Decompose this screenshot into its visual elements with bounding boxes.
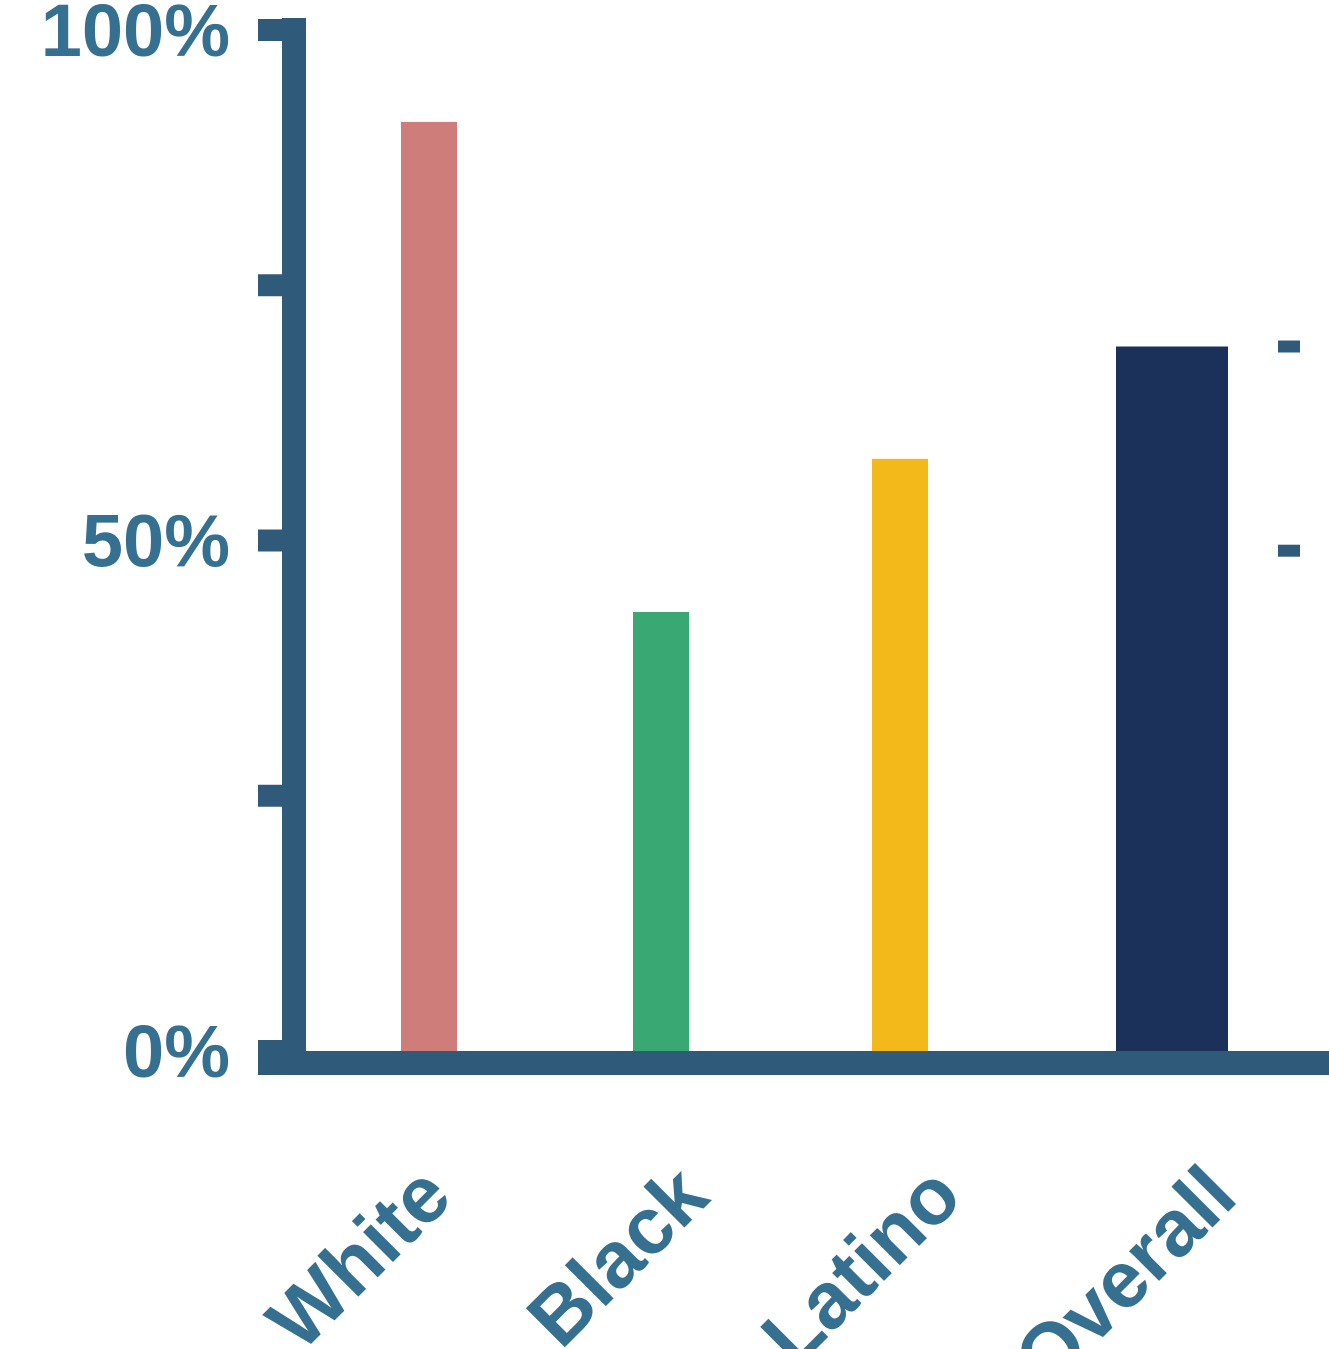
chart-axes: [258, 18, 1329, 1075]
y-tick-label: 0%: [123, 1010, 230, 1093]
y-tick-mark: [258, 784, 294, 807]
y-tick-label: 100%: [41, 0, 230, 72]
chart-bars: [401, 121, 1228, 1051]
y-tick-mark: [258, 274, 294, 297]
bar-latino: [872, 458, 928, 1051]
right-tick-mark: [1278, 340, 1300, 353]
x-axis-line: [258, 1051, 1329, 1075]
y-tick-mark: [258, 1040, 294, 1062]
y-tick-mark: [258, 529, 294, 552]
y-tick-mark: [258, 19, 294, 41]
x-category-labels: White Black Latino Overall: [250, 1149, 1252, 1349]
right-tick-mark: [1278, 544, 1300, 557]
x-category-label: Latino: [744, 1149, 977, 1349]
y-tick-labels: 100% 50% 0%: [41, 0, 230, 1093]
x-category-label: Black: [510, 1149, 724, 1349]
bar-black: [633, 611, 689, 1051]
y-tick-label: 50%: [82, 500, 230, 583]
bar-overall: [1116, 346, 1228, 1051]
x-category-label: Overall: [997, 1149, 1252, 1349]
x-category-label: White: [250, 1149, 467, 1349]
bar-white: [401, 121, 457, 1051]
